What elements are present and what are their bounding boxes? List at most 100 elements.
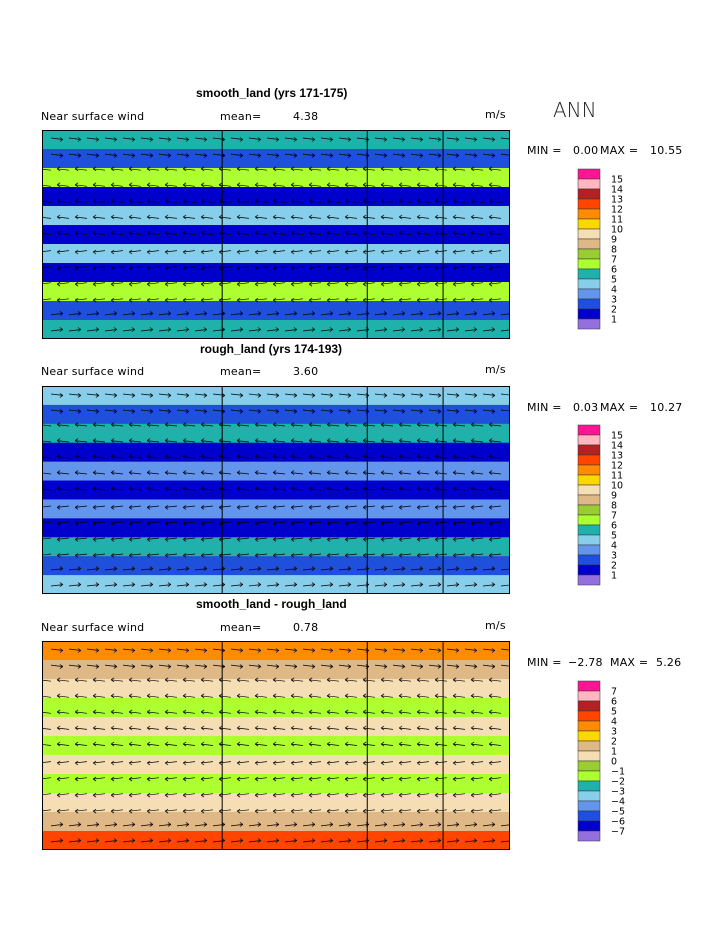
wind-arrow — [452, 422, 466, 427]
wind-arrow — [50, 393, 64, 398]
wind-arrow — [146, 677, 160, 683]
wind-arrow — [164, 776, 178, 782]
wind-arrow — [266, 137, 280, 142]
wind-arrow — [182, 198, 196, 204]
wind-arrow — [50, 153, 64, 158]
wind-arrow — [218, 297, 232, 303]
wind-arrow — [434, 265, 448, 271]
wind-arrow — [488, 760, 502, 766]
wind-arrow — [416, 166, 430, 172]
wind-arrow — [146, 709, 160, 715]
wind-arrow — [356, 838, 370, 843]
wind-arrow — [92, 693, 106, 699]
wind-arrow — [74, 808, 88, 814]
wind-arrow — [356, 393, 370, 398]
wind-arrow — [110, 297, 124, 303]
wind-arrow — [290, 741, 304, 747]
wind-arrow — [128, 470, 142, 475]
wind-arrow — [194, 838, 208, 843]
wind-arrow — [218, 230, 232, 236]
wind-arrow — [434, 709, 448, 715]
wind-arrow — [74, 438, 88, 443]
wind-arrow — [344, 808, 358, 814]
wind-arrow — [50, 664, 64, 669]
colorbar-swatch — [577, 524, 601, 536]
wind-arrow — [380, 537, 394, 542]
wind-arrow — [254, 470, 268, 475]
wind-arrow — [42, 422, 52, 427]
wind-arrow — [272, 521, 286, 526]
wind-arrow — [110, 214, 124, 220]
wind-arrow — [482, 393, 496, 398]
wind-arrow — [92, 521, 106, 526]
wind-arrow — [488, 470, 502, 475]
panel-2-units: m/s — [485, 363, 506, 376]
wind-arrow — [230, 664, 244, 669]
wind-arrow — [218, 454, 232, 459]
colorbar-swatch — [577, 780, 601, 792]
wind-arrow — [434, 297, 448, 303]
wind-arrow — [284, 838, 298, 843]
wind-arrow — [284, 327, 298, 332]
wind-arrow — [266, 409, 280, 414]
wind-arrow — [434, 438, 448, 443]
wind-arrow — [164, 808, 178, 814]
wind-arrow — [290, 422, 304, 427]
field-band — [42, 282, 510, 302]
wind-arrow — [374, 582, 388, 587]
wind-arrow — [320, 327, 334, 332]
wind-arrow — [272, 792, 286, 798]
wind-arrow — [182, 166, 196, 172]
wind-arrow — [446, 664, 460, 669]
wind-arrow — [128, 537, 142, 542]
wind-arrow — [308, 693, 322, 699]
wind-arrow — [326, 214, 340, 220]
panel-2-map — [42, 386, 510, 594]
wind-arrow — [284, 311, 298, 316]
wind-arrow — [344, 725, 358, 731]
panel-1-units: m/s — [485, 108, 506, 121]
wind-arrow — [122, 664, 136, 669]
wind-arrow — [110, 249, 124, 255]
wind-arrow — [104, 838, 118, 843]
wind-arrow — [56, 265, 70, 271]
wind-arrow — [212, 137, 226, 142]
colorbar-level-label: 4 — [611, 541, 617, 552]
wind-arrow — [398, 741, 412, 747]
wind-arrow — [182, 553, 196, 558]
wind-arrow — [56, 249, 70, 255]
wind-arrow — [122, 582, 136, 587]
wind-arrow — [374, 327, 388, 332]
wind-arrow — [362, 438, 376, 443]
wind-arrow — [254, 760, 268, 766]
wind-arrow — [74, 422, 88, 427]
wind-arrow — [68, 664, 82, 669]
wind-arrow — [344, 741, 358, 747]
wind-arrow — [92, 182, 106, 188]
wind-arrow — [200, 693, 214, 699]
wind-arrow — [308, 230, 322, 236]
wind-arrow — [452, 214, 466, 220]
wind-arrow — [42, 760, 52, 766]
wind-arrow — [212, 393, 226, 398]
wind-arrow — [56, 470, 70, 475]
wind-arrow — [410, 137, 424, 142]
wind-arrow — [212, 311, 226, 316]
wind-arrow — [128, 297, 142, 303]
wind-arrow — [50, 566, 64, 571]
wind-arrow — [164, 198, 178, 204]
colorbar-swatch — [577, 680, 601, 692]
wind-arrow — [482, 664, 496, 669]
field-band — [42, 423, 510, 444]
wind-arrow — [146, 760, 160, 766]
wind-arrow — [200, 422, 214, 427]
wind-arrow — [308, 281, 322, 287]
wind-arrow — [200, 198, 214, 204]
wind-arrow — [434, 422, 448, 427]
wind-arrow — [92, 537, 106, 542]
wind-arrow — [92, 760, 106, 766]
wind-arrow — [128, 741, 142, 747]
colorbar-swatch — [577, 504, 601, 516]
wind-arrow — [86, 311, 100, 316]
wind-arrow — [42, 741, 52, 747]
